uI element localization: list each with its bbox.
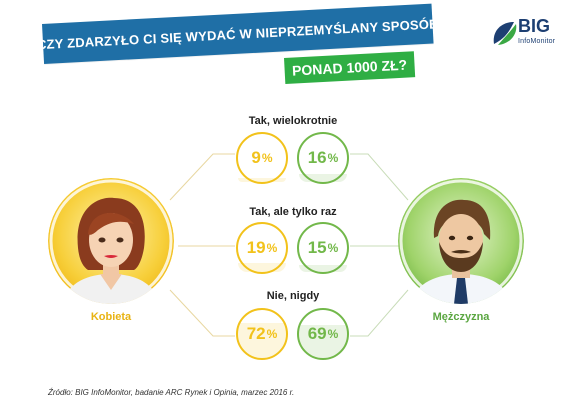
female-value-2-text: 72 — [246, 324, 266, 343]
unit-suffix: % — [327, 327, 339, 341]
female-face-icon — [48, 178, 174, 304]
male-face-icon — [398, 178, 524, 304]
male-value-1-text: 15 — [307, 238, 327, 257]
female-label: Kobieta — [90, 311, 132, 323]
male-value-0: 16% — [297, 132, 349, 184]
category-label-2: Nie, nigdy — [266, 290, 320, 302]
female-value-2: 72% — [236, 308, 288, 360]
male-value-0-text: 16 — [307, 148, 327, 167]
male-value-2-text: 69 — [307, 324, 327, 343]
female-avatar — [48, 178, 174, 304]
female-fill-1 — [238, 262, 286, 272]
unit-suffix: % — [266, 327, 278, 341]
female-value-0: 9% — [236, 132, 288, 184]
male-label: Mężczyzna — [432, 311, 490, 323]
logo-text: BIG — [518, 16, 551, 36]
unit-suffix: % — [327, 241, 339, 255]
category-label-0: Tak, wielokrotnie — [248, 115, 338, 127]
male-fill-2 — [299, 324, 347, 358]
male-fill-0 — [299, 174, 347, 182]
category-label-1: Tak, ale tylko raz — [249, 206, 337, 218]
female-fill-2 — [238, 323, 286, 358]
unit-suffix: % — [261, 151, 273, 165]
female-value-1-text: 19 — [246, 238, 266, 257]
unit-suffix: % — [266, 241, 278, 255]
unit-suffix: % — [327, 151, 339, 165]
male-avatar — [398, 178, 524, 304]
male-value-2: 69% — [297, 308, 349, 360]
big-logo-icon — [493, 22, 517, 45]
female-fill-0 — [238, 177, 286, 182]
male-value-1: 15% — [297, 222, 349, 274]
source-note: Źródło: BIG InfoMonitor, badanie ARC Ryn… — [48, 388, 295, 397]
logo-subtext: InfoMonitor — [518, 38, 556, 45]
female-value-0-text: 9 — [251, 148, 261, 167]
male-fill-1 — [299, 264, 347, 272]
female-value-1: 19% — [236, 222, 288, 274]
